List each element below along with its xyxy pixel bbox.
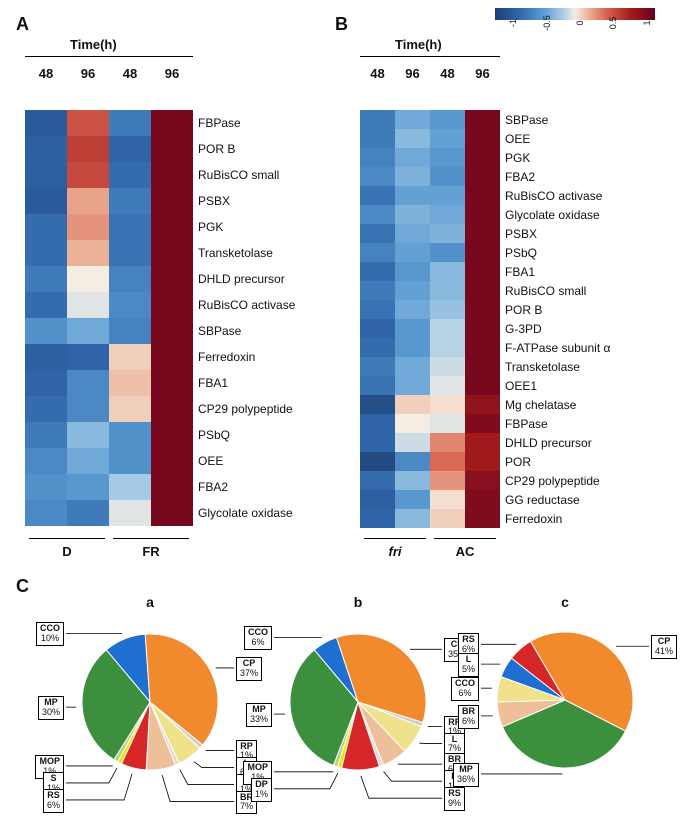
pie-leader-line <box>180 770 234 785</box>
pie-title: c <box>561 594 569 610</box>
pie-slice-label: CP37% <box>236 657 262 681</box>
pie-slice-label: MP33% <box>246 703 272 727</box>
pie-slice-label: MP36% <box>453 763 479 787</box>
pie-leader-line <box>66 774 132 800</box>
pie-slice-label: DP1% <box>251 778 272 802</box>
pie-slice-label: CCO6% <box>244 626 272 650</box>
pie-slice-label: RS9% <box>444 787 465 811</box>
pie-title: a <box>146 594 154 610</box>
pie-slice-label: MP30% <box>38 696 64 720</box>
pie-leader-line <box>274 773 338 789</box>
pie-leader-line <box>162 775 234 802</box>
pie-charts <box>0 0 685 835</box>
pie-leader-line <box>66 768 117 783</box>
pie-leader-line <box>194 762 234 768</box>
pie-slice-label: L5% <box>458 653 479 677</box>
pie-slice-label: CP41% <box>651 635 677 659</box>
pie-leader-line <box>384 771 442 781</box>
pie-title: b <box>354 594 363 610</box>
pie-leader-line <box>361 776 442 798</box>
pie-slice-label: CCO10% <box>36 622 64 646</box>
pie-slice-label: BR6% <box>458 705 479 729</box>
pie-slice-label: RS6% <box>43 789 64 813</box>
pie-slice-label: CCO6% <box>451 677 479 701</box>
